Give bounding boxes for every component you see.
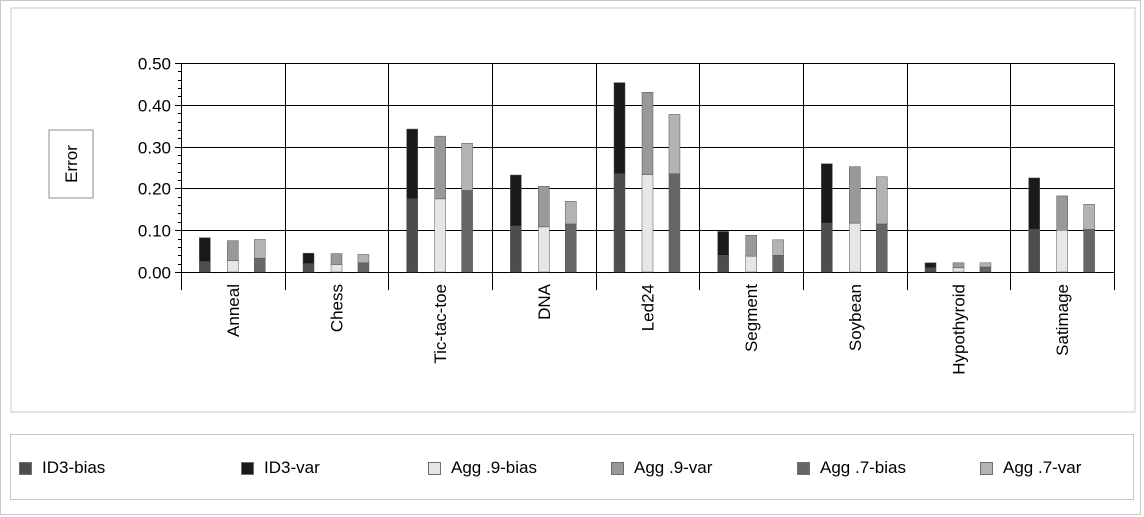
bar-agg-7-var-satimage <box>1083 204 1095 230</box>
x-tick-label-soybean: Soybean <box>846 284 865 351</box>
plot-area: 0.00 0.10 0.20 0.30 0.40 0.50 Anneal Chess Tic-t… <box>10 7 1136 413</box>
bar-agg-9-bias-led24 <box>641 174 654 273</box>
bar-agg-7-var-hypothyroid <box>979 262 992 268</box>
bar-agg-9-var-chess <box>330 253 343 265</box>
bar-agg-7-bias-anneal <box>254 257 266 273</box>
legend-label-id3-var: ID3-var <box>264 458 320 477</box>
legend-swatch-agg7-var <box>980 461 993 475</box>
legend-item-agg7-bias: Agg .7-bias <box>797 459 906 477</box>
bar-agg-9-var-soybean <box>849 166 861 224</box>
bar-agg-7-bias-satimage <box>1083 229 1095 273</box>
x-tick-label-chess: Chess <box>328 284 347 332</box>
bar-agg-7-bias-segment <box>772 255 784 273</box>
bar-agg-9-bias-dna <box>538 226 550 273</box>
bar-agg-7-bias-soybean <box>876 223 888 273</box>
bar-id3-bias-soybean <box>821 222 833 273</box>
legend-item-agg9-bias: Agg .9-bias <box>428 459 537 477</box>
legend-swatch-id3-var <box>241 461 254 475</box>
bar-id3-var-chess <box>302 252 315 264</box>
x-tick-label-satimage: Satimage <box>1053 284 1072 356</box>
legend-label-agg7-var: Agg .7-var <box>1003 458 1082 477</box>
x-tick-label-anneal: Anneal <box>224 284 243 337</box>
bar-agg-9-var-hypothyroid <box>952 262 965 269</box>
y-tick-label-0: 0.00 <box>138 264 171 283</box>
legend-label-agg7-bias: Agg .7-bias <box>820 458 906 477</box>
bar-id3-var-hypothyroid <box>924 262 937 269</box>
y-axis-label: Error <box>62 145 81 183</box>
x-tick-label-segment: Segment <box>742 284 761 352</box>
bar-id3-bias-anneal <box>199 261 211 273</box>
bar-id3-var-led24 <box>613 82 626 175</box>
bar-id3-var-segment <box>717 231 729 256</box>
bar-agg-7-bias-chess <box>357 262 370 273</box>
legend-swatch-agg9-var <box>611 461 624 475</box>
y-tick-label-1: 0.10 <box>138 222 171 241</box>
bar-agg-7-var-segment <box>772 239 784 256</box>
bar-agg-9-var-tic-tac-toe <box>434 135 446 200</box>
bar-agg-7-bias-hypothyroid <box>979 266 992 273</box>
bar-agg-9-bias-satimage <box>1056 229 1068 273</box>
x-tick-label-tic-tac-toe: Tic-tac-toe <box>431 284 450 364</box>
bar-id3-bias-tic-tac-toe <box>406 198 418 273</box>
bar-agg-7-var-anneal <box>254 239 266 259</box>
bar-agg-7-bias-tic-tac-toe <box>461 190 473 273</box>
y-tick-label-3: 0.30 <box>138 139 171 158</box>
legend-item-agg9-var: Agg .9-var <box>611 459 712 477</box>
legend-label-id3-bias: ID3-bias <box>42 458 106 477</box>
bar-id3-bias-segment <box>717 255 729 273</box>
bar-agg-9-bias-soybean <box>849 222 861 273</box>
bar-agg-9-var-dna <box>538 186 550 228</box>
bar-agg-9-bias-hypothyroid <box>952 267 965 273</box>
bar-agg-7-bias-dna <box>565 223 577 273</box>
bar-id3-bias-dna <box>510 225 522 273</box>
bar-id3-var-dna <box>510 174 522 227</box>
bar-agg-7-var-dna <box>565 201 577 225</box>
bar-agg-9-bias-tic-tac-toe <box>434 198 446 273</box>
y-tick-label-2: 0.20 <box>138 180 171 199</box>
bar-agg-7-var-tic-tac-toe <box>461 143 473 191</box>
bar-agg-9-var-satimage <box>1056 195 1068 231</box>
bar-agg-9-var-anneal <box>227 240 239 261</box>
x-tick-label-led24: Led24 <box>639 284 658 331</box>
x-tick-label-dna: DNA <box>535 283 554 320</box>
bar-agg-9-bias-anneal <box>227 260 239 273</box>
bar-agg-7-var-chess <box>357 254 370 264</box>
bar-id3-var-soybean <box>821 163 833 224</box>
legend-swatch-agg7-bias <box>797 461 810 475</box>
bar-agg-7-var-led24 <box>668 114 681 175</box>
legend: ID3-bias ID3-var Agg .9-bias Agg .9-var … <box>10 434 1134 500</box>
legend-swatch-agg9-bias <box>428 461 441 475</box>
bar-id3-bias-chess <box>302 263 315 273</box>
bar-agg-9-var-segment <box>745 234 757 257</box>
chart-box <box>10 7 1136 413</box>
legend-item-id3-var: ID3-var <box>241 459 320 477</box>
legend-item-agg7-var: Agg .7-var <box>980 459 1081 477</box>
y-tick-label-4: 0.40 <box>138 97 171 116</box>
bar-id3-var-tic-tac-toe <box>406 128 418 200</box>
bar-agg-9-var-led24 <box>641 92 654 175</box>
bar-id3-bias-hypothyroid <box>924 267 937 273</box>
bar-agg-7-bias-led24 <box>668 173 681 273</box>
y-axis-label-box <box>48 129 94 199</box>
legend-label-agg9-var: Agg .9-var <box>634 458 713 477</box>
bar-id3-bias-led24 <box>613 173 626 273</box>
bar-agg-9-bias-segment <box>745 255 757 273</box>
bar-agg-9-bias-chess <box>330 264 343 273</box>
legend-label-agg9-bias: Agg .9-bias <box>451 458 537 477</box>
legend-swatch-id3-bias <box>19 461 32 475</box>
legend-item-id3-bias: ID3-bias <box>19 459 105 477</box>
bar-agg-7-var-soybean <box>876 176 888 225</box>
x-tick-label-hypothyroid: Hypothyroid <box>950 284 969 375</box>
bar-id3-var-anneal <box>199 237 211 262</box>
bar-id3-var-satimage <box>1028 177 1040 230</box>
bar-id3-bias-satimage <box>1028 229 1040 273</box>
y-tick-label-5: 0.50 <box>138 55 171 74</box>
